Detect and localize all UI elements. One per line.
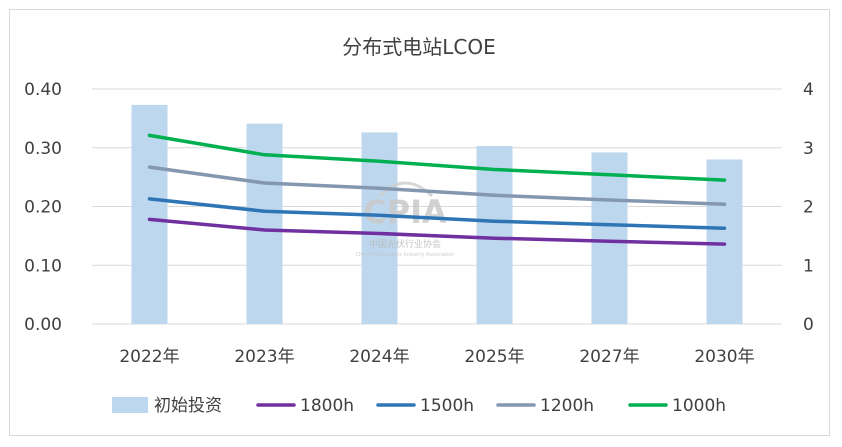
bar [361,132,398,324]
legend: 初始投资 1800h 1500h 1200h 1000h [112,396,726,416]
y-left-tick-label: 0.40 [24,80,62,100]
y-left-tick-label: 0.10 [24,256,62,276]
y-left-tick-label: 0.30 [24,139,62,159]
legend-label: 初始投资 [154,396,222,416]
y-left-tick-label: 0.20 [24,198,62,218]
x-tick-label: 2024年 [349,347,409,367]
legend-label: 1200h [540,396,594,416]
y-right-tick-label: 4 [803,80,814,100]
bar [706,159,743,324]
x-tick-label: 2022年 [119,347,179,367]
x-tick-label: 2027年 [579,347,639,367]
y-right-tick-label: 0 [803,315,814,335]
legend-label: 1000h [672,396,726,416]
x-tick-label: 2025年 [464,347,524,367]
x-tick-label: 2030年 [694,347,754,367]
watermark-logo-text: CPIA [363,193,447,231]
series-line-1000h [147,133,727,182]
series-line-1800h [147,217,727,246]
legend-label: 1500h [420,396,474,416]
bar [476,145,513,324]
watermark-org-english: China Photovoltaic Industry Association [356,252,455,258]
legend-label: 1800h [300,396,354,416]
series-line-1500h [147,197,727,230]
series-line-1200h [147,165,727,206]
watermark: CPIA 中国光伏行业协会 China Photovoltaic Industr… [356,181,455,258]
bar-series [131,104,743,324]
bar [591,152,628,324]
line-series [147,133,727,246]
legend-swatch-bar [112,397,148,413]
y-right-tick-label: 2 [803,198,814,218]
chart-title: 分布式电站LCOE [342,35,496,59]
y-right-tick-label: 1 [803,256,814,276]
axes: 0.00 0.10 0.20 0.30 0.40 0 1 2 3 4 2022年 2023年 2024年… [24,80,814,367]
watermark-org-name: 中国光伏行业协会 [369,238,441,250]
x-tick-label: 2023年 [234,347,294,367]
bar [131,104,168,324]
y-left-tick-label: 0.00 [24,315,62,335]
y-right-tick-label: 3 [803,139,814,159]
